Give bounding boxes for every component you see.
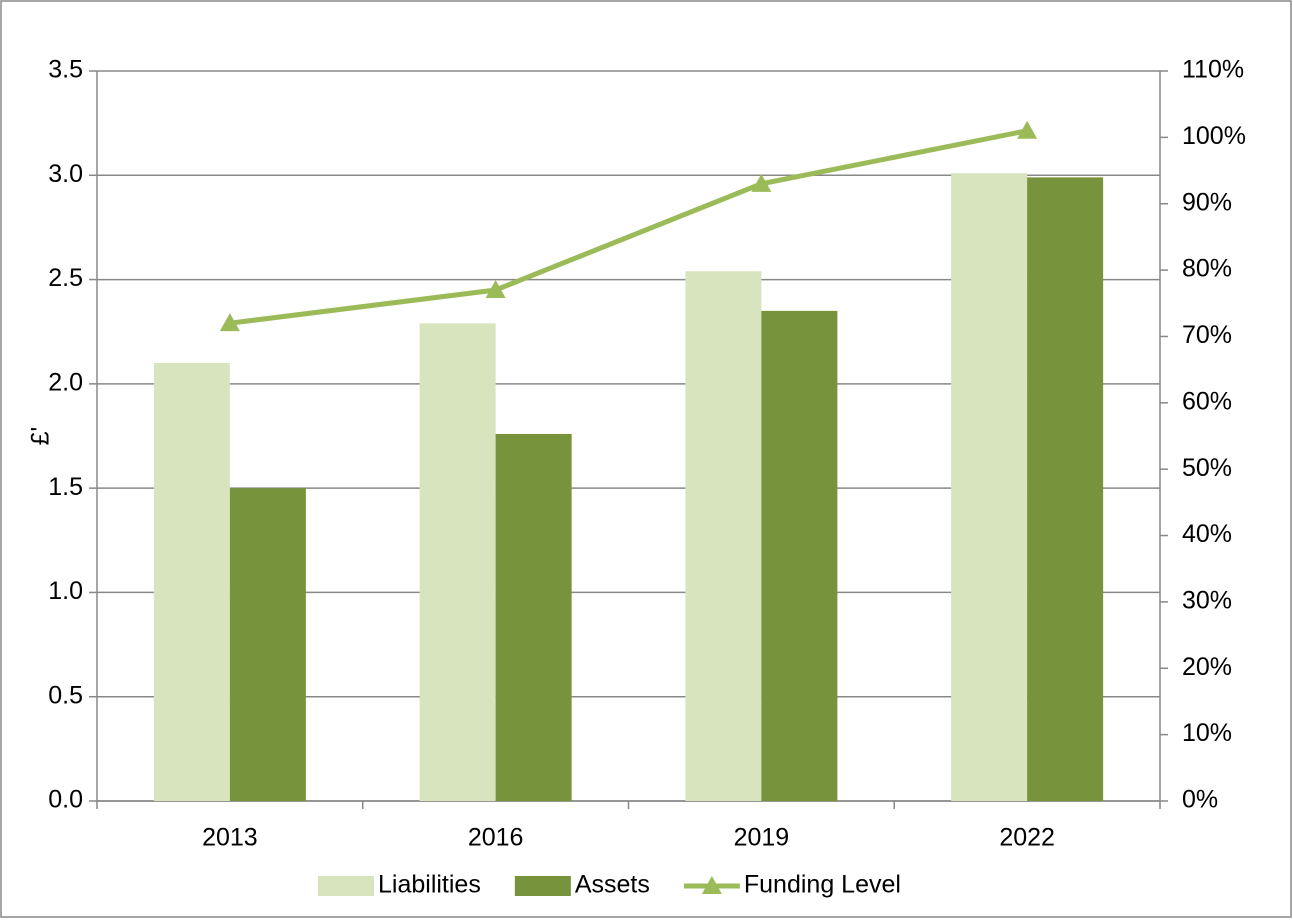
bar: [1027, 177, 1104, 801]
y2-tick-label: 50%: [1182, 454, 1232, 482]
y2-tick-label: 40%: [1182, 520, 1232, 548]
line-marker: [751, 173, 772, 192]
y2-tick-label: 70%: [1182, 321, 1232, 349]
legend-swatch: [514, 876, 571, 896]
line-marker: [219, 313, 240, 332]
bar: [153, 363, 230, 801]
legend-swatch: [318, 876, 374, 896]
y2-tick-label: 10%: [1182, 719, 1232, 747]
y-tick-label: 0.0: [48, 786, 83, 814]
legend-label: Assets: [575, 871, 650, 899]
y2-tick-label: 20%: [1182, 653, 1232, 681]
bar: [951, 173, 1028, 801]
legend-label: Funding Level: [744, 871, 901, 899]
y2-tick-label: 90%: [1182, 188, 1232, 216]
y-tick-label: 1.0: [48, 577, 83, 605]
bar: [761, 310, 838, 801]
y2-tick-label: 30%: [1182, 587, 1232, 615]
bar: [685, 271, 762, 801]
bar: [495, 433, 572, 801]
y-tick-label: 2.5: [48, 264, 83, 292]
x-tick-label: 2016: [468, 824, 524, 852]
legend-swatch: [701, 876, 722, 894]
line: [229, 128, 1028, 326]
y-tick-label: 3.5: [48, 56, 83, 84]
bar: [229, 488, 306, 801]
y-tick-label: 0.5: [48, 681, 83, 709]
x-tick-label: 2022: [999, 824, 1055, 852]
y-tick-label: 1.5: [48, 473, 83, 501]
line-marker: [485, 280, 506, 298]
y2-tick-label: 110%: [1182, 56, 1244, 84]
y2-tick-label: 60%: [1182, 387, 1232, 415]
y2-tick-label: 0%: [1182, 786, 1218, 814]
y2-tick-label: 80%: [1182, 255, 1232, 283]
legend-label: Liabilities: [378, 871, 481, 899]
x-tick-label: 2013: [202, 824, 258, 852]
y2-tick-label: 100%: [1182, 122, 1246, 150]
line-marker: [1017, 120, 1038, 139]
y-tick-label: 3.0: [48, 160, 83, 188]
y-axis-label: £': [27, 427, 55, 446]
y-tick-label: 2.0: [48, 368, 83, 396]
bar: [419, 323, 496, 801]
x-tick-label: 2019: [734, 824, 790, 852]
